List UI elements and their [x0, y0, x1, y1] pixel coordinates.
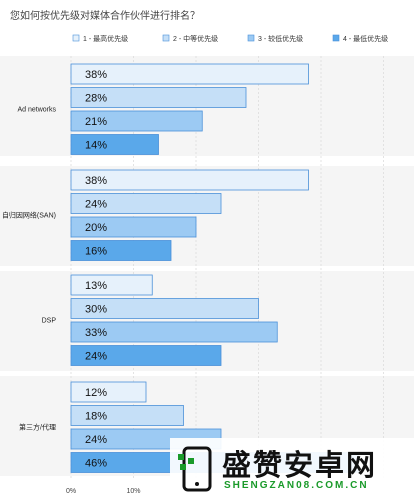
- bar[interactable]: [70, 193, 222, 214]
- legend-label: 3 - 较低优先级: [258, 34, 303, 43]
- category-label: 自归因网络(SAN): [2, 210, 56, 219]
- bar[interactable]: [70, 298, 259, 319]
- bar[interactable]: [70, 274, 153, 296]
- bar-value-label: 30%: [85, 304, 107, 316]
- bar-value-label: 13%: [85, 280, 107, 292]
- category-label: DSP: [42, 317, 57, 324]
- bar[interactable]: [70, 240, 172, 261]
- legend-label: 2 - 中等优先级: [173, 34, 218, 43]
- x-tick-label: 10%: [126, 488, 140, 495]
- bar[interactable]: [70, 345, 222, 366]
- bar-value-label: 38%: [85, 175, 107, 187]
- legend-label: 4 - 最低优先级: [343, 34, 388, 43]
- bar[interactable]: [70, 110, 203, 132]
- category-label: 第三方/代理: [19, 422, 56, 431]
- bar[interactable]: [70, 405, 184, 426]
- bar-value-label: 24%: [85, 434, 107, 446]
- bar-value-label: 24%: [85, 199, 107, 211]
- watermark: 盛赞安卓网 SHENGZAN08.COM.CN: [170, 438, 414, 500]
- category-label: Ad networks: [17, 106, 56, 113]
- bar[interactable]: [70, 134, 159, 155]
- legend-swatch: [332, 34, 340, 42]
- bar[interactable]: [70, 216, 197, 238]
- watermark-text: 盛赞安卓网: [222, 450, 378, 482]
- bar-value-label: 21%: [85, 116, 107, 128]
- legend-swatch: [247, 34, 255, 42]
- watermark-url: SHENGZAN08.COM.CN: [224, 480, 369, 491]
- bar[interactable]: [70, 63, 309, 85]
- bar[interactable]: [70, 87, 247, 108]
- bar-value-label: 24%: [85, 351, 107, 363]
- legend-swatch: [72, 34, 80, 42]
- x-tick-label: 0%: [66, 488, 76, 495]
- bar-value-label: 28%: [85, 93, 107, 105]
- chart-title: 您如何按优先级对媒体合作伙伴进行排名？: [10, 11, 200, 22]
- bar[interactable]: [70, 321, 278, 343]
- phone-logo-icon: [178, 446, 212, 492]
- bar-value-label: 38%: [85, 69, 107, 81]
- bar-value-label: 33%: [85, 327, 107, 339]
- bar[interactable]: [70, 381, 147, 403]
- bar-value-label: 20%: [85, 222, 107, 234]
- bar-value-label: 18%: [85, 411, 107, 423]
- bar-value-label: 12%: [85, 387, 107, 399]
- legend-label: 1 - 最高优先级: [83, 34, 128, 43]
- bar[interactable]: [70, 169, 309, 191]
- bar-value-label: 16%: [85, 246, 107, 258]
- bar-value-label: 14%: [85, 140, 107, 152]
- bar-value-label: 46%: [85, 458, 107, 470]
- legend-swatch: [162, 34, 170, 42]
